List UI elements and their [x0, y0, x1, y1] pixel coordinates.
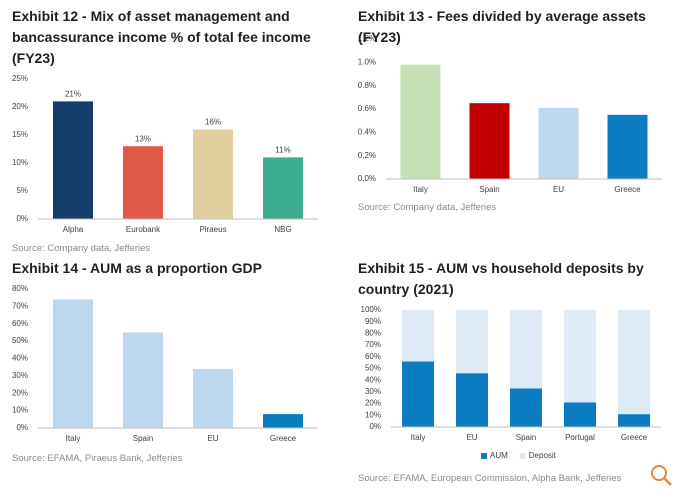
bar: [538, 107, 579, 179]
y-tick-label: 60%: [365, 352, 381, 361]
chart-title: Exhibit 14 - AUM as a proportion GDP: [12, 260, 262, 276]
chart-title: Exhibit 15 - AUM vs household deposits b…: [358, 260, 644, 297]
x-tick-label: Spain: [479, 185, 499, 194]
bar: [123, 332, 163, 428]
y-tick-label: 20%: [12, 388, 28, 397]
bar-segment: [402, 310, 434, 362]
y-tick-label: 50%: [12, 336, 28, 345]
y-tick-label: 0.6%: [358, 104, 376, 113]
x-tick-label: Eurobank: [126, 225, 161, 234]
bar-segment: [510, 310, 542, 389]
y-tick-label: 10%: [365, 410, 381, 419]
y-tick-label: 0.2%: [358, 151, 376, 160]
y-tick-label: 80%: [365, 329, 381, 338]
data-label: 16%: [205, 118, 221, 127]
chart-title: Exhibit 12 - Mix of asset management and…: [12, 8, 311, 66]
y-tick-label: 1.2%: [358, 34, 376, 43]
chart-title: Exhibit 13 - Fees divided by average ass…: [358, 8, 646, 45]
data-label: 11%: [275, 146, 290, 155]
legend-label: Deposit: [529, 451, 557, 460]
bar: [53, 101, 93, 219]
y-tick-label: 0.8%: [358, 81, 376, 90]
x-tick-label: Italy: [413, 185, 428, 194]
source-note: Source: EFAMA, European Commission, Alph…: [358, 473, 622, 484]
data-label: 21%: [65, 90, 81, 99]
x-tick-label: Spain: [133, 434, 153, 443]
y-tick-label: 70%: [12, 301, 28, 310]
x-tick-label: Piraeus: [199, 225, 226, 234]
bar-segment: [510, 388, 542, 427]
bar: [263, 414, 303, 428]
y-tick-label: 100%: [361, 305, 381, 314]
x-tick-label: EU: [207, 434, 218, 443]
x-tick-label: EU: [553, 185, 564, 194]
bar: [193, 368, 233, 428]
y-tick-label: 25%: [12, 74, 28, 83]
y-tick-label: 20%: [12, 102, 28, 111]
zoom-icon-lens[interactable]: [651, 465, 667, 481]
x-tick-label: EU: [466, 433, 477, 442]
y-tick-label: 30%: [365, 387, 381, 396]
y-tick-label: 20%: [365, 399, 381, 408]
y-tick-label: 5%: [16, 186, 28, 195]
x-tick-label: Portugal: [565, 433, 595, 442]
y-tick-label: 10%: [12, 158, 28, 167]
bar: [607, 114, 648, 179]
x-tick-label: Spain: [516, 433, 536, 442]
bar-segment: [456, 373, 488, 427]
bar: [469, 103, 510, 179]
zoom-icon-handle[interactable]: [663, 477, 672, 486]
y-tick-label: 60%: [12, 319, 28, 328]
zoom-icon[interactable]: [651, 465, 672, 486]
y-tick-label: 80%: [12, 284, 28, 293]
source-note: Source: EFAMA, Piraeus Bank, Jefferies: [12, 453, 183, 464]
bar-segment: [564, 402, 596, 427]
bar: [123, 146, 163, 219]
y-tick-label: 1.0%: [358, 57, 376, 66]
y-tick-label: 40%: [12, 354, 28, 363]
y-tick-label: 30%: [12, 371, 28, 380]
y-tick-label: 0.4%: [358, 127, 376, 136]
source-note: Source: Company data, Jefferies: [12, 243, 151, 254]
x-tick-label: Alpha: [63, 225, 84, 234]
bar: [263, 157, 303, 219]
bar: [193, 129, 233, 219]
data-label: 13%: [135, 134, 151, 143]
y-tick-label: 50%: [365, 364, 381, 373]
legend-swatch: [481, 453, 487, 459]
x-tick-label: Italy: [411, 433, 426, 442]
bar: [400, 64, 441, 179]
y-tick-label: 90%: [365, 317, 381, 326]
bar-segment: [564, 310, 596, 403]
y-tick-label: 70%: [365, 340, 381, 349]
legend-swatch: [519, 453, 526, 459]
bar-segment: [456, 310, 488, 374]
bar-segment: [618, 310, 650, 415]
x-tick-label: Greece: [270, 434, 297, 443]
x-tick-label: Greece: [614, 185, 641, 194]
y-tick-label: 0%: [16, 214, 28, 223]
y-tick-label: 0%: [16, 423, 28, 432]
y-tick-label: 0%: [369, 422, 381, 431]
y-tick-label: 0.0%: [358, 174, 376, 183]
x-tick-label: Italy: [66, 434, 81, 443]
y-tick-label: 15%: [12, 130, 28, 139]
y-tick-label: 10%: [12, 406, 28, 415]
source-note: Source: Company data, Jefferies: [358, 202, 497, 213]
x-tick-label: Greece: [621, 433, 648, 442]
y-tick-label: 40%: [365, 375, 381, 384]
legend-label: AUM: [490, 451, 508, 460]
x-tick-label: NBG: [274, 225, 291, 234]
bar-segment: [618, 414, 650, 427]
bar-segment: [402, 361, 434, 427]
bar: [53, 299, 93, 428]
